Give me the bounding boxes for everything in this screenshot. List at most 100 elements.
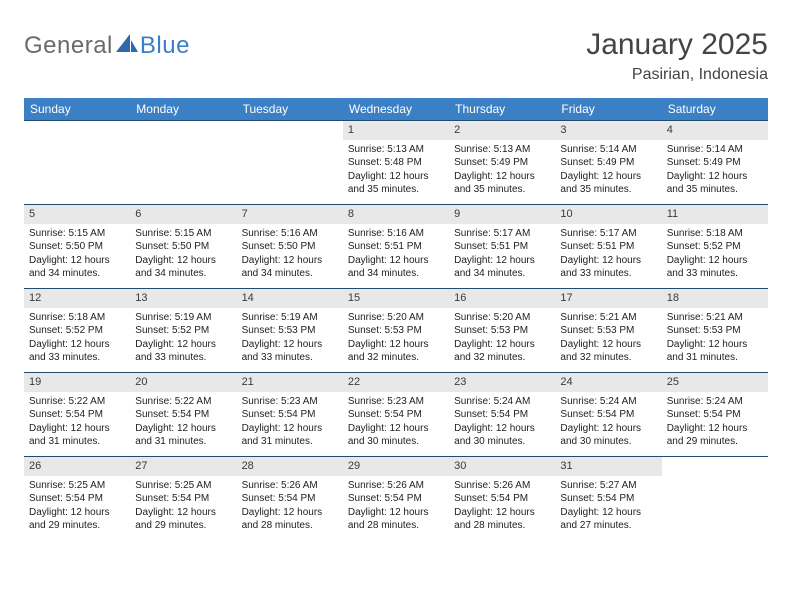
sunrise-text: Sunrise: 5:24 AM [667,395,763,409]
page-header: General Blue January 2025 Pasirian, Indo… [24,28,768,84]
day-cell: . [24,120,130,204]
day-cell: 14Sunrise: 5:19 AMSunset: 5:53 PMDayligh… [237,288,343,372]
sunset-text: Sunset: 5:54 PM [29,408,125,422]
daylight-text: Daylight: 12 hours and 33 minutes. [29,338,125,365]
day-cell: 31Sunrise: 5:27 AMSunset: 5:54 PMDayligh… [555,456,661,540]
day-cell: 18Sunrise: 5:21 AMSunset: 5:53 PMDayligh… [662,288,768,372]
day-cell: 23Sunrise: 5:24 AMSunset: 5:54 PMDayligh… [449,372,555,456]
day-number: 11 [662,205,768,224]
daylight-text: Daylight: 12 hours and 28 minutes. [454,506,550,533]
sunrise-text: Sunrise: 5:19 AM [242,311,338,325]
day-number: 19 [24,373,130,392]
daylight-text: Daylight: 12 hours and 35 minutes. [454,170,550,197]
day-cell: 15 Sunrise: 5:20 AMSunset: 5:53 PMDayligh… [343,288,449,372]
weekday-header: Saturday [662,98,768,120]
sunrise-text: Sunrise: 5:22 AM [135,395,231,409]
daylight-text: Daylight: 12 hours and 34 minutes. [242,254,338,281]
sunrise-text: Sunrise: 5:19 AM [135,311,231,325]
day-number: 16 [449,289,555,308]
sunset-text: Sunset: 5:49 PM [560,156,656,170]
daylight-text: Daylight: 12 hours and 34 minutes. [348,254,444,281]
daylight-text: Daylight: 12 hours and 32 minutes. [560,338,656,365]
sunrise-text: Sunrise: 5:14 AM [560,143,656,157]
sunset-text: Sunset: 5:54 PM [560,408,656,422]
sunrise-text: Sunrise: 5:23 AM [348,395,444,409]
sunrise-text: Sunrise: 5:24 AM [454,395,550,409]
sunset-text: Sunset: 5:54 PM [454,492,550,506]
sunset-text: Sunset: 5:54 PM [135,408,231,422]
sunrise-text: Sunrise: 5:13 AM [454,143,550,157]
day-cell: 25Sunrise: 5:24 AMSunset: 5:54 PMDayligh… [662,372,768,456]
day-cell: 17Sunrise: 5:21 AMSunset: 5:53 PMDayligh… [555,288,661,372]
daylight-text: Daylight: 12 hours and 35 minutes. [348,170,444,197]
sunrise-text: Sunrise: 5:15 AM [29,227,125,241]
day-cell: 4Sunrise: 5:14 AMSunset: 5:49 PMDaylight… [662,120,768,204]
daylight-text: Daylight: 12 hours and 30 minutes. [454,422,550,449]
day-cell: 27Sunrise: 5:25 AMSunset: 5:54 PMDayligh… [130,456,236,540]
sunset-text: Sunset: 5:54 PM [667,408,763,422]
sunset-text: Sunset: 5:53 PM [348,324,444,338]
day-cell: 6Sunrise: 5:15 AMSunset: 5:50 PMDaylight… [130,204,236,288]
daylight-text: Daylight: 12 hours and 33 minutes. [135,338,231,365]
day-number: 28 [237,457,343,476]
day-number: 8 [343,205,449,224]
sunset-text: Sunset: 5:54 PM [242,492,338,506]
logo-text-general: General [24,32,113,60]
sunrise-text: Sunrise: 5:26 AM [454,479,550,493]
sunset-text: Sunset: 5:54 PM [135,492,231,506]
calendar: Sunday Monday Tuesday Wednesday Thursday… [24,98,768,540]
day-number: 7 [237,205,343,224]
day-number: 14 [237,289,343,308]
day-number: 9 [449,205,555,224]
day-number: 20 [130,373,236,392]
day-cell: 8Sunrise: 5:16 AMSunset: 5:51 PMDaylight… [343,204,449,288]
daylight-text: Daylight: 12 hours and 31 minutes. [242,422,338,449]
daylight-text: Daylight: 12 hours and 30 minutes. [560,422,656,449]
sunrise-text: Sunrise: 5:26 AM [348,479,444,493]
sunset-text: Sunset: 5:52 PM [29,324,125,338]
daylight-text: Daylight: 12 hours and 27 minutes. [560,506,656,533]
title-block: January 2025 Pasirian, Indonesia [586,28,768,84]
sunset-text: Sunset: 5:54 PM [242,408,338,422]
day-number: 4 [662,121,768,140]
day-number: 3 [555,121,661,140]
calendar-body: ...1Sunrise: 5:13 AMSunset: 5:48 PMDayli… [24,120,768,540]
day-number: 25 [662,373,768,392]
day-cell: 26Sunrise: 5:25 AMSunset: 5:54 PMDayligh… [24,456,130,540]
day-cell: 24Sunrise: 5:24 AMSunset: 5:54 PMDayligh… [555,372,661,456]
day-cell: 13Sunrise: 5:19 AMSunset: 5:52 PMDayligh… [130,288,236,372]
sunrise-text: Sunrise: 5:21 AM [667,311,763,325]
day-cell: . [662,456,768,540]
sunset-text: Sunset: 5:52 PM [135,324,231,338]
sunrise-text: Sunrise: 5:17 AM [560,227,656,241]
weekday-header: Thursday [449,98,555,120]
day-number: 27 [130,457,236,476]
day-cell: 5Sunrise: 5:15 AMSunset: 5:50 PMDaylight… [24,204,130,288]
day-number: 31 [555,457,661,476]
day-number: 24 [555,373,661,392]
day-number: 5 [24,205,130,224]
sunrise-text: Sunrise: 5:20 AM [348,311,444,325]
sunset-text: Sunset: 5:54 PM [454,408,550,422]
sunrise-text: Sunrise: 5:14 AM [667,143,763,157]
sunset-text: Sunset: 5:54 PM [560,492,656,506]
sunset-text: Sunset: 5:54 PM [348,492,444,506]
sunset-text: Sunset: 5:52 PM [667,240,763,254]
sunset-text: Sunset: 5:50 PM [242,240,338,254]
day-cell: 28Sunrise: 5:26 AMSunset: 5:54 PMDayligh… [237,456,343,540]
day-cell: 19Sunrise: 5:22 AMSunset: 5:54 PMDayligh… [24,372,130,456]
day-cell: 2Sunrise: 5:13 AMSunset: 5:49 PMDaylight… [449,120,555,204]
weekday-header: Wednesday [343,98,449,120]
day-number: 29 [343,457,449,476]
daylight-text: Daylight: 12 hours and 32 minutes. [348,338,444,365]
day-number: 1 [343,121,449,140]
daylight-text: Daylight: 12 hours and 34 minutes. [29,254,125,281]
day-number: 22 [343,373,449,392]
day-cell: 10Sunrise: 5:17 AMSunset: 5:51 PMDayligh… [555,204,661,288]
day-cell: 16Sunrise: 5:20 AMSunset: 5:53 PMDayligh… [449,288,555,372]
sunset-text: Sunset: 5:51 PM [560,240,656,254]
day-number: 15 [343,289,449,308]
sunrise-text: Sunrise: 5:16 AM [348,227,444,241]
day-cell: . [237,120,343,204]
sunset-text: Sunset: 5:48 PM [348,156,444,170]
